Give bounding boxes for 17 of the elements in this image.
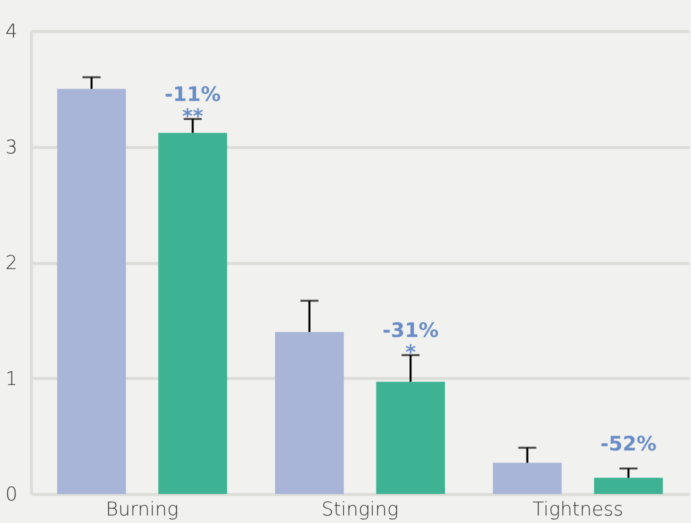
bar <box>275 332 344 494</box>
x-tick-label: Burning <box>106 498 178 520</box>
annotation: -11% ** <box>164 82 221 128</box>
bar <box>57 88 126 494</box>
y-tick-label: 2 <box>5 252 18 274</box>
y-tick-label: 1 <box>5 368 18 390</box>
y-tick-label: 0 <box>5 484 18 506</box>
y-tick-label: 3 <box>5 136 18 158</box>
x-tick-label: Tightness <box>532 498 624 520</box>
x-tick-label: Stinging <box>322 498 398 520</box>
bar <box>158 132 228 494</box>
annotation: -52% <box>600 432 657 456</box>
bar <box>594 478 663 494</box>
y-tick-label: 4 <box>5 20 18 42</box>
bar <box>492 462 562 494</box>
annotation: -31% * <box>382 318 439 364</box>
bar <box>376 382 445 494</box>
